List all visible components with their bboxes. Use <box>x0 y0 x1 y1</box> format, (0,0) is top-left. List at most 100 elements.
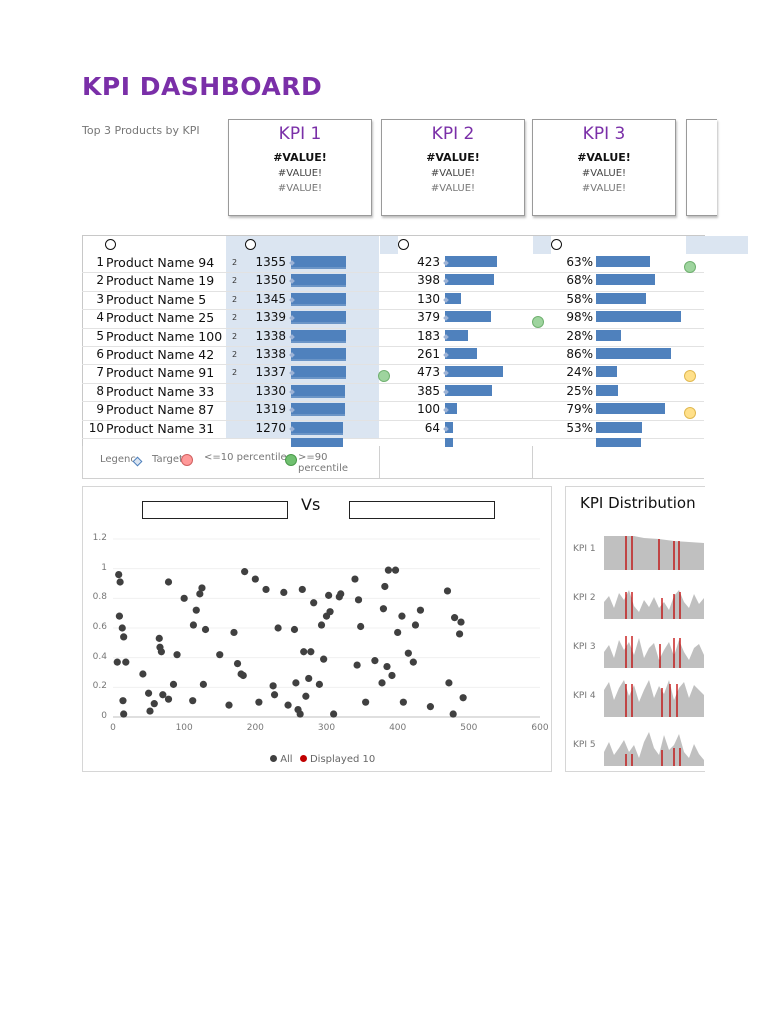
x-tick-label: 300 <box>317 723 336 733</box>
scatter-point <box>155 634 163 642</box>
high-percentile-icon <box>285 454 297 466</box>
kpi3-bar <box>596 311 681 323</box>
scatter-point <box>426 703 435 711</box>
row-divider <box>82 272 704 274</box>
scatter-point <box>378 679 386 687</box>
x-tick-label: 0 <box>110 723 116 733</box>
scatter-point <box>119 697 127 705</box>
scatter-chart-panel <box>82 486 552 772</box>
kpi1-next-bar <box>291 284 346 288</box>
rank-indicator: 2 <box>232 258 238 267</box>
product-name: Product Name 87 <box>106 402 215 418</box>
kpi3-value: 58% <box>566 291 593 306</box>
kpi1-bar <box>291 384 345 396</box>
kpi3-bar <box>596 329 621 341</box>
scatter-point <box>251 575 259 583</box>
kpi2-value: 473 <box>417 365 440 380</box>
overflow-bar <box>596 438 641 447</box>
kpi3-value: 68% <box>566 273 593 288</box>
scatter-point <box>115 571 123 579</box>
rank-indicator: 2 <box>232 350 238 359</box>
kpi-x-selector-input[interactable] <box>142 501 288 519</box>
scatter-point <box>159 691 167 699</box>
scatter-point <box>216 651 224 659</box>
product-name: Product Name 25 <box>106 310 215 326</box>
kpi-card-2: KPI 2 #VALUE! #VALUE! #VALUE! <box>381 119 525 216</box>
product-name: Product Name 94 <box>106 255 215 270</box>
kpi2-bar <box>445 274 494 286</box>
kpi1-sort-radio[interactable] <box>245 239 256 250</box>
scatter-point <box>196 590 204 598</box>
scatter-point <box>233 660 242 668</box>
kpi2-sort-radio[interactable] <box>398 239 409 250</box>
row-number: 2 <box>96 273 104 288</box>
scatter-point <box>192 606 200 614</box>
kpi-card-value: #VALUE! <box>426 151 480 164</box>
kpi2-value: 261 <box>417 347 440 361</box>
scatter-point <box>411 621 420 629</box>
scatter-point <box>239 671 247 680</box>
product-name: Product Name 19 <box>106 273 215 289</box>
kpi1-next-bar <box>291 431 343 435</box>
row-divider <box>82 290 704 292</box>
low-percentile-icon <box>181 454 193 466</box>
kpi-card-value-3: #VALUE! <box>277 183 323 194</box>
dist-label-kpi2: KPI 2 <box>573 593 596 603</box>
scatter-point <box>310 599 318 607</box>
scatter-point <box>302 692 310 700</box>
row-divider <box>82 309 704 311</box>
row-divider <box>82 327 704 329</box>
kpi-distribution-panel <box>565 486 705 772</box>
kpi1-next-bar <box>291 376 346 380</box>
kpi3-bar <box>596 292 647 304</box>
kpi1-value: 1339 <box>255 310 286 325</box>
row-number: 8 <box>96 383 104 398</box>
kpi1-next-bar <box>291 339 346 343</box>
kpi1-next-bar <box>291 302 346 306</box>
rank-indicator: 2 <box>232 294 238 304</box>
kpi1-value: 1345 <box>255 291 286 306</box>
kpi-card-title: KPI 1 <box>278 124 322 144</box>
row-divider <box>82 346 704 347</box>
kpi3-value: 24% <box>566 365 593 380</box>
kpi3-value: 86% <box>566 347 593 361</box>
scatter-point <box>449 710 457 718</box>
kpi3-sort-radio[interactable] <box>551 239 562 250</box>
scatter-point <box>317 621 326 629</box>
row-number: 6 <box>96 347 104 361</box>
y-tick-label: 0.6 <box>92 622 107 632</box>
scatter-point <box>409 658 417 666</box>
distribution-sparklines <box>604 536 704 766</box>
scatter-point <box>394 628 402 637</box>
scatter-point <box>164 578 173 586</box>
kpi4-mid-marker <box>684 407 696 419</box>
kpi2-bar <box>445 384 492 396</box>
scatter-point <box>416 606 425 614</box>
rank-indicator: 2 <box>232 276 238 286</box>
kpi2-value: 64 <box>424 420 440 435</box>
kpi1-bar <box>291 348 346 359</box>
kpi4-mid-marker <box>684 370 696 382</box>
kpi1-value: 1270 <box>255 420 286 435</box>
scatter-point <box>280 588 288 596</box>
x-tick-label: 100 <box>175 723 193 733</box>
scatter-point <box>269 682 277 690</box>
scatter-point <box>298 585 306 594</box>
kpi-y-selector-input[interactable] <box>349 501 495 519</box>
scatter-point <box>189 621 198 629</box>
scatter-point <box>296 710 304 718</box>
scatter-point <box>325 591 333 599</box>
scatter-point <box>164 695 173 703</box>
product-name: Product Name 91 <box>106 365 215 381</box>
sort-selector-radio[interactable] <box>105 239 116 250</box>
row-number: 5 <box>96 328 104 343</box>
y-tick-label: 0.8 <box>92 592 107 603</box>
scatter-point <box>330 710 338 718</box>
kpi2-bar <box>445 348 477 359</box>
scatter-point <box>199 680 207 688</box>
row-number: 4 <box>96 310 104 325</box>
overflow-bar <box>291 438 343 447</box>
kpi-card-value-2: #VALUE! <box>430 168 476 179</box>
chart-panel-edge <box>530 486 550 505</box>
kpi3-bar <box>596 366 618 378</box>
